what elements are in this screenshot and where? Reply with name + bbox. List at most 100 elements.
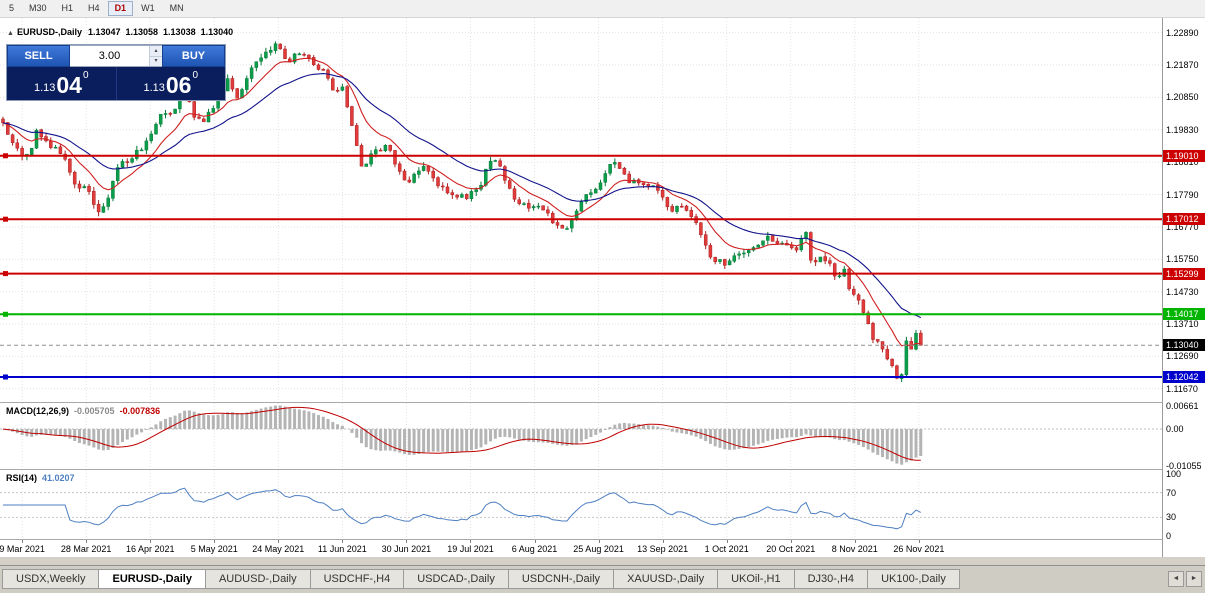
horizontal-lines-layer[interactable] [0, 153, 1163, 380]
tab-eurusd-daily[interactable]: EURUSD-,Daily [99, 569, 206, 589]
buy-price-prefix: 1.13 [143, 82, 165, 94]
timeframe-w1-button[interactable]: W1 [134, 1, 162, 16]
timeframe-d1-button[interactable]: D1 [107, 1, 134, 16]
date-axis-label: 1 Oct 2021 [704, 544, 749, 554]
date-axis-tick [918, 540, 920, 543]
date-axis-label: 16 Apr 2021 [125, 544, 175, 554]
date-axis-label: 28 Mar 2021 [60, 544, 112, 554]
ohlc-open: 1.13047 [87, 27, 121, 37]
macd-axis-tick: 0.00661 [1166, 401, 1199, 412]
panel-separator [0, 539, 1205, 540]
price-axis-tick: 1.20850 [1166, 92, 1199, 103]
macd-canvas [0, 403, 1163, 469]
tabs-scroll-right-button[interactable]: ► [1186, 571, 1202, 587]
hline-price-badge: 1.12042 [1163, 370, 1205, 383]
rsi-indicator-panel[interactable]: RSI(14) 41.0207 [0, 470, 1163, 539]
chart-tabs: USDX,Weekly EURUSD-,Daily AUDUSD-,Daily USD… [2, 569, 960, 589]
date-axis-tick [534, 540, 536, 543]
tab-xauusd-daily[interactable]: XAUUSD-,Daily [614, 569, 719, 589]
panel-separator[interactable] [0, 469, 1205, 470]
tab-audusd-daily[interactable]: AUDUSD-,Daily [205, 569, 311, 589]
price-axis-tick: 1.11670 [1166, 383, 1198, 394]
price-axis-column: 1.22890 1.21870 1.20850 1.19830 1.18810 1.177… [1163, 18, 1205, 557]
volume-box: ▴ ▾ [70, 45, 162, 67]
buy-price-display[interactable]: 1.13 06 0 [117, 67, 226, 100]
timeframe-5-button[interactable]: 5 [2, 1, 21, 16]
date-axis-tick [278, 540, 280, 543]
rsi-canvas [0, 470, 1163, 539]
price-axis-tick: 1.17790 [1166, 189, 1199, 200]
date-axis-label: 25 Aug 2021 [573, 544, 624, 554]
one-click-trading-panel: SELL ▴ ▾ BUY 1.13 04 0 1.13 06 0 [6, 44, 226, 101]
buy-button[interactable]: BUY [162, 45, 225, 67]
date-axis-tick [214, 540, 216, 543]
chart-tabs-bar: USDX,Weekly EURUSD-,Daily AUDUSD-,Daily USD… [0, 565, 1205, 593]
price-axis-tick: 1.12690 [1166, 351, 1199, 362]
date-axis-tick [150, 540, 152, 543]
rsi-header: RSI(14) 41.0207 [6, 473, 80, 483]
timeframe-h4-button[interactable]: H4 [81, 1, 107, 16]
sell-price-prefix: 1.13 [33, 82, 56, 94]
buy-price-pips: 06 [165, 72, 192, 98]
date-axis-label: 26 Nov 2021 [893, 544, 945, 554]
tab-uk100-daily[interactable]: UK100-,Daily [868, 569, 960, 589]
tab-ukoil-h1[interactable]: UKOil-,H1 [718, 569, 795, 589]
current-price-badge: 1.13040 [1163, 339, 1205, 352]
timeframe-m30-button[interactable]: M30 [22, 1, 54, 16]
price-chart-panel[interactable]: ▲ EURUSD-,Daily 1.13047 1.13058 1.13038 1.130… [0, 18, 1163, 402]
macd-title: MACD(12,26,9) [6, 406, 70, 416]
sell-button[interactable]: SELL [7, 45, 70, 67]
volume-increase-button[interactable]: ▴ [150, 46, 162, 57]
trade-price-divider [115, 67, 117, 100]
date-axis-label: 9 Mar 2021 [0, 544, 45, 554]
tab-usdchf-h4[interactable]: USDCHF-,H4 [310, 569, 405, 589]
price-axis-tick: 1.13710 [1166, 319, 1199, 330]
date-axis-tick [726, 540, 728, 543]
macd-header: MACD(12,26,9) -0.005705 -0.007836 [6, 406, 165, 416]
date-axis-tick [22, 540, 24, 543]
price-axis-tick: 1.18810 [1166, 157, 1199, 168]
macd-axis-tick: 0.00 [1166, 424, 1184, 435]
sell-price-pips: 04 [56, 72, 82, 98]
tab-usdcnh-daily[interactable]: USDCNH-,Daily [508, 569, 615, 589]
timeframe-h1-button[interactable]: H1 [55, 1, 81, 16]
sell-price-display[interactable]: 1.13 04 0 [7, 67, 116, 100]
hline-price-badge: 1.15299 [1163, 267, 1205, 280]
price-axis-tick: 1.22890 [1166, 27, 1199, 38]
rsi-value: 41.0207 [42, 473, 75, 483]
rsi-axis-tick: 70 [1166, 487, 1177, 498]
chart-ohlc-header: ▲ EURUSD-,Daily 1.13047 1.13058 1.13038 1.130… [7, 27, 238, 37]
axis-separator [1162, 18, 1163, 557]
volume-input[interactable] [70, 46, 149, 66]
tab-dj30-h4[interactable]: DJ30-,H4 [794, 569, 869, 589]
chart-shift-icon: ▲ [7, 30, 14, 37]
volume-decrease-button[interactable]: ▾ [150, 56, 162, 66]
tab-usdx-weekly[interactable]: USDX,Weekly [2, 569, 100, 589]
buy-price-point: 0 [192, 70, 199, 81]
date-axis-label: 5 May 2021 [190, 544, 238, 554]
timeframe-mn-button[interactable]: MN [163, 1, 191, 16]
date-axis-label: 6 Aug 2021 [511, 544, 558, 554]
macd-indicator-panel[interactable]: MACD(12,26,9) -0.005705 -0.007836 [0, 403, 1163, 469]
rsi-axis-tick: 0 [1166, 531, 1172, 541]
tabs-scroll-buttons: ◄ ► [1168, 571, 1202, 587]
macd-signal-line [2, 406, 921, 461]
macd-main-value: -0.005705 [74, 406, 115, 416]
ma-slow-line [2, 73, 922, 319]
price-axis-tick: 1.19830 [1166, 124, 1199, 135]
rsi-grid [0, 470, 1163, 539]
chart-symbol-label: EURUSD-,Daily [16, 27, 82, 37]
tab-usdcad-daily[interactable]: USDCAD-,Daily [404, 569, 509, 589]
price-axis-tick: 1.14730 [1166, 286, 1199, 297]
panel-separator[interactable] [0, 402, 1205, 403]
tabs-scroll-left-button[interactable]: ◄ [1168, 571, 1184, 587]
date-axis: 9 Mar 2021 28 Mar 2021 16 Apr 2021 5 May 20… [0, 540, 1205, 557]
price-grid [0, 18, 1163, 402]
hline-price-badge: 1.19010 [1163, 149, 1205, 162]
date-axis-tick [790, 540, 792, 543]
ohlc-close: 1.13040 [200, 27, 234, 37]
date-axis-label: 8 Nov 2021 [831, 544, 878, 554]
date-axis-tick [406, 540, 408, 543]
hline-price-badge: 1.17012 [1163, 213, 1205, 226]
date-axis-tick [86, 540, 88, 543]
